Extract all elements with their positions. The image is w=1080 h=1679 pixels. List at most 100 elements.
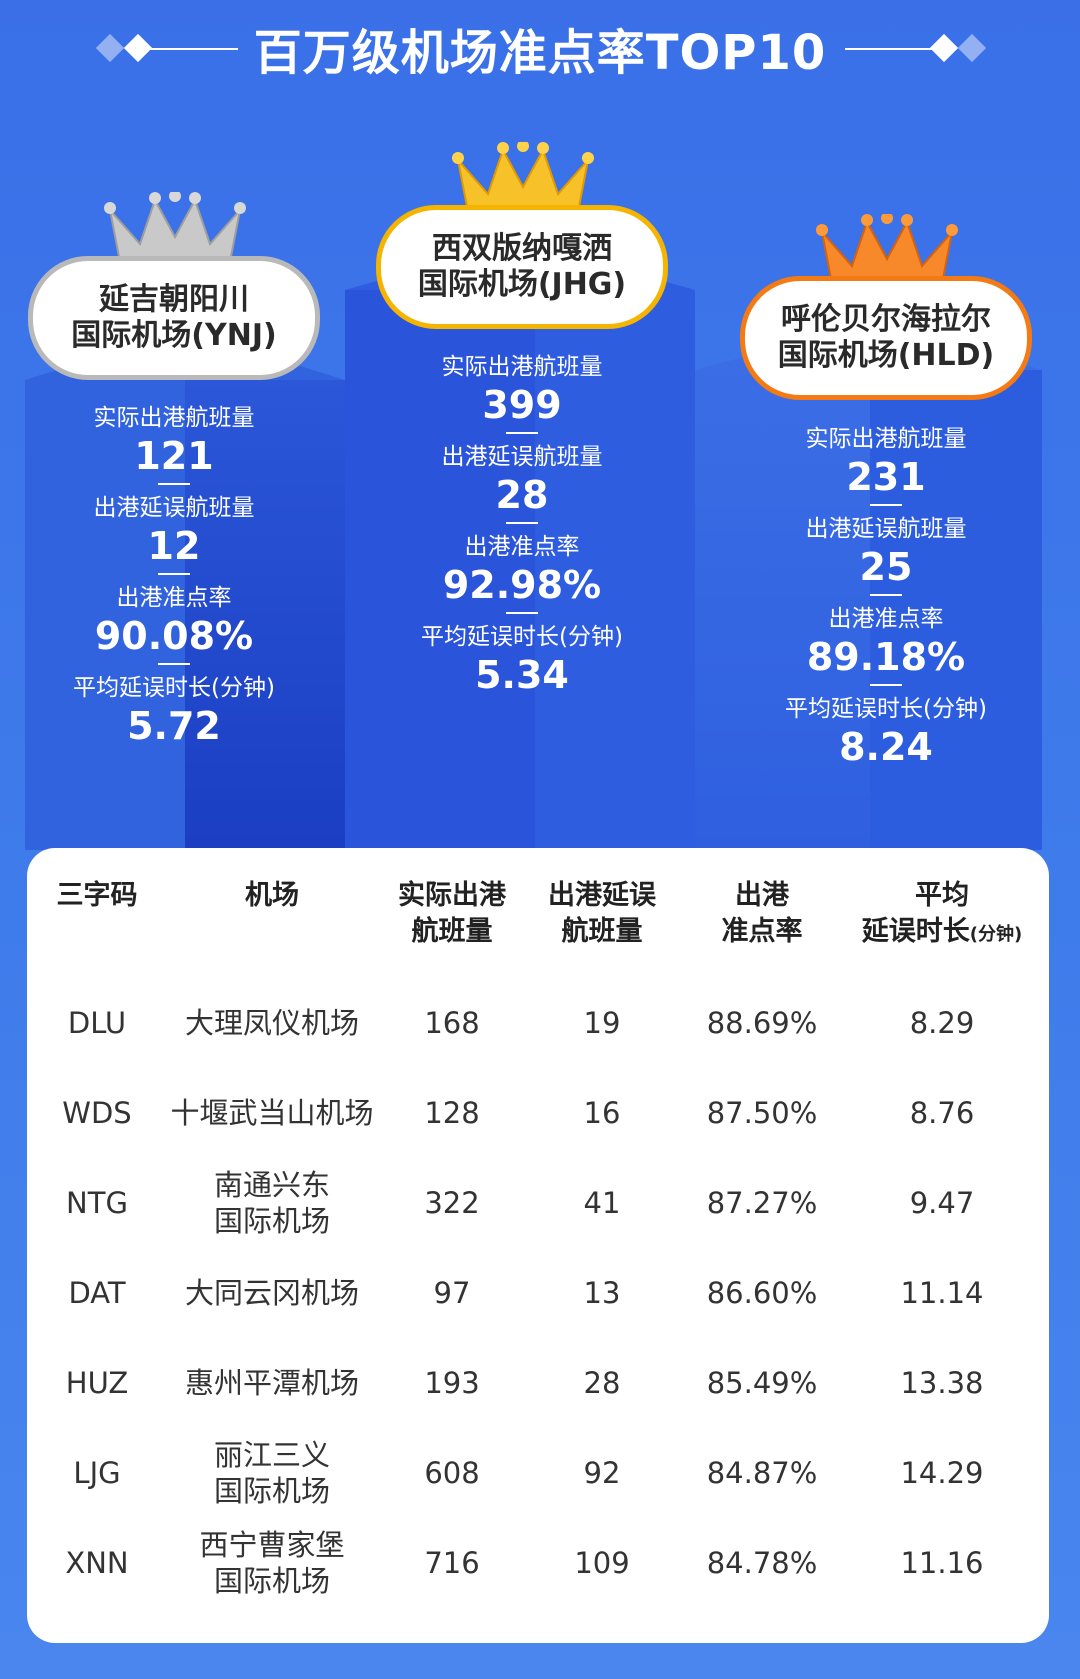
badge-name-line2: 国际机场(YNJ) xyxy=(71,318,277,353)
cell-avg: 8.76 xyxy=(909,1096,975,1130)
header-avg-text: 延误时长 xyxy=(861,916,970,947)
cell-avg: 9.47 xyxy=(909,1186,975,1220)
cell-delay: 28 xyxy=(583,1366,621,1400)
delay-label: 出港延误航班量 xyxy=(93,495,255,521)
cell-rate: 84.87% xyxy=(706,1456,818,1490)
cell-rate: 85.49% xyxy=(706,1366,818,1400)
header-delay-line1: 出港延误 xyxy=(548,880,656,911)
separator xyxy=(158,483,190,485)
header-code: 三字码 xyxy=(56,880,138,911)
cell-airport: 惠州平潭机场 xyxy=(167,1338,377,1428)
actual-label: 实际出港航班量 xyxy=(441,354,603,380)
silver-crown-icon xyxy=(104,192,246,262)
badge-name-line2: 国际机场(JHG) xyxy=(417,267,627,302)
cell-avg: 11.14 xyxy=(900,1276,984,1310)
separator xyxy=(506,612,538,614)
airport-name-line2: 国际机场 xyxy=(213,1204,330,1238)
stats-rank1: 实际出港航班量 399 出港延误航班量 28 出港准点率 92.98% 平均延误… xyxy=(376,352,668,698)
cell-code: WDS xyxy=(62,1096,132,1130)
cell-code: HUZ xyxy=(65,1366,129,1400)
badge-name-line1: 西双版纳嘎洒 xyxy=(431,231,612,266)
avg-label: 平均延误时长(分钟) xyxy=(421,624,623,650)
cell-rate: 87.27% xyxy=(706,1186,818,1220)
badge-rank2: 延吉朝阳川 国际机场(YNJ) xyxy=(28,256,320,380)
actual-value: 121 xyxy=(134,434,214,478)
cell-airport: 大同云冈机场 xyxy=(167,1248,377,1338)
separator xyxy=(870,504,902,506)
delay-value: 28 xyxy=(495,473,549,517)
cell-delay: 16 xyxy=(583,1096,621,1130)
rate-label: 出港准点率 xyxy=(464,534,580,560)
avg-value: 5.72 xyxy=(127,704,221,748)
decor-line xyxy=(845,48,933,50)
bronze-crown-icon xyxy=(816,214,958,284)
delay-value: 25 xyxy=(859,545,913,589)
cell-actual: 322 xyxy=(424,1186,480,1220)
cell-airport: 南通兴东 国际机场 xyxy=(167,1158,377,1248)
separator xyxy=(158,573,190,575)
cell-code: XNN xyxy=(65,1546,129,1580)
airport-name-line1: 大理凤仪机场 xyxy=(184,1006,359,1040)
rate-value: 89.18% xyxy=(806,635,966,679)
header-avg-line2: 延误时长(分钟) xyxy=(847,914,1037,953)
cell-delay: 13 xyxy=(583,1276,621,1310)
stats-rank3: 实际出港航班量 231 出港延误航班量 25 出港准点率 89.18% 平均延误… xyxy=(740,424,1032,770)
podium-pillars xyxy=(25,240,1042,850)
actual-value: 399 xyxy=(482,383,562,427)
header: 百万级机场准点率TOP10 xyxy=(0,18,1080,88)
header-avg-unit: (分钟) xyxy=(969,924,1023,945)
airport-name-line1: 西宁曹家堡 xyxy=(199,1528,345,1562)
delay-label: 出港延误航班量 xyxy=(441,444,603,470)
airport-name-line1: 大同云冈机场 xyxy=(184,1276,359,1310)
cell-airport: 十堰武当山机场 xyxy=(167,1068,377,1158)
badge-name-line1: 延吉朝阳川 xyxy=(98,282,249,317)
badge-name-line2: 国际机场(HLD) xyxy=(777,338,995,373)
actual-value: 231 xyxy=(846,455,926,499)
header-actual-line1: 实际出港 xyxy=(398,880,506,911)
badge-rank1: 西双版纳嘎洒 国际机场(JHG) xyxy=(376,205,668,329)
table-row: XNN 西宁曹家堡 国际机场 716 109 84.78% 11.16 xyxy=(27,1518,1049,1608)
cell-actual: 128 xyxy=(424,1096,480,1130)
cell-rate: 87.50% xyxy=(706,1096,818,1130)
header-delay: 出港延误 航班量 xyxy=(527,878,677,950)
separator xyxy=(870,684,902,686)
separator xyxy=(506,432,538,434)
header-rate-line1: 出港 xyxy=(735,880,789,911)
cell-avg: 11.16 xyxy=(900,1546,984,1580)
cell-delay: 92 xyxy=(583,1456,621,1490)
cell-rate: 84.78% xyxy=(706,1546,818,1580)
table-row: DLU 大理凤仪机场 168 19 88.69% 8.29 xyxy=(27,978,1049,1068)
separator xyxy=(870,594,902,596)
cell-airport: 丽江三义 国际机场 xyxy=(167,1428,377,1518)
header-avg-line1: 平均 xyxy=(915,880,969,911)
header-avg: 平均 延误时长(分钟) xyxy=(847,878,1037,953)
cell-airport: 西宁曹家堡 国际机场 xyxy=(167,1518,377,1608)
separator xyxy=(158,663,190,665)
cell-avg: 14.29 xyxy=(900,1456,984,1490)
cell-code: NTG xyxy=(66,1186,128,1220)
delay-label: 出港延误航班量 xyxy=(805,516,967,542)
table-row: HUZ 惠州平潭机场 193 28 85.49% 13.38 xyxy=(27,1338,1049,1428)
airport-name-line2: 国际机场 xyxy=(213,1564,330,1598)
separator xyxy=(506,522,538,524)
header-rate: 出港 准点率 xyxy=(677,878,847,950)
airport-name-line1: 丽江三义 xyxy=(213,1438,330,1472)
header-delay-line2: 航班量 xyxy=(561,916,643,947)
airport-name-line1: 十堰武当山机场 xyxy=(170,1096,374,1130)
header-airport: 机场 xyxy=(245,880,299,911)
cell-actual: 97 xyxy=(433,1276,471,1310)
airport-name-line2: 国际机场 xyxy=(213,1474,330,1508)
delay-value: 12 xyxy=(147,524,201,568)
cell-actual: 608 xyxy=(424,1456,480,1490)
cell-code: DLU xyxy=(67,1006,127,1040)
header-actual: 实际出港 航班量 xyxy=(377,878,527,950)
header-actual-line2: 航班量 xyxy=(411,916,493,947)
cell-avg: 13.38 xyxy=(900,1366,984,1400)
cell-delay: 41 xyxy=(583,1186,621,1220)
table-row: WDS 十堰武当山机场 128 16 87.50% 8.76 xyxy=(27,1068,1049,1158)
airport-name-line1: 惠州平潭机场 xyxy=(184,1366,359,1400)
cell-rate: 86.60% xyxy=(706,1276,818,1310)
decor-line xyxy=(150,48,238,50)
rate-value: 92.98% xyxy=(442,563,602,607)
avg-value: 8.24 xyxy=(839,725,933,769)
